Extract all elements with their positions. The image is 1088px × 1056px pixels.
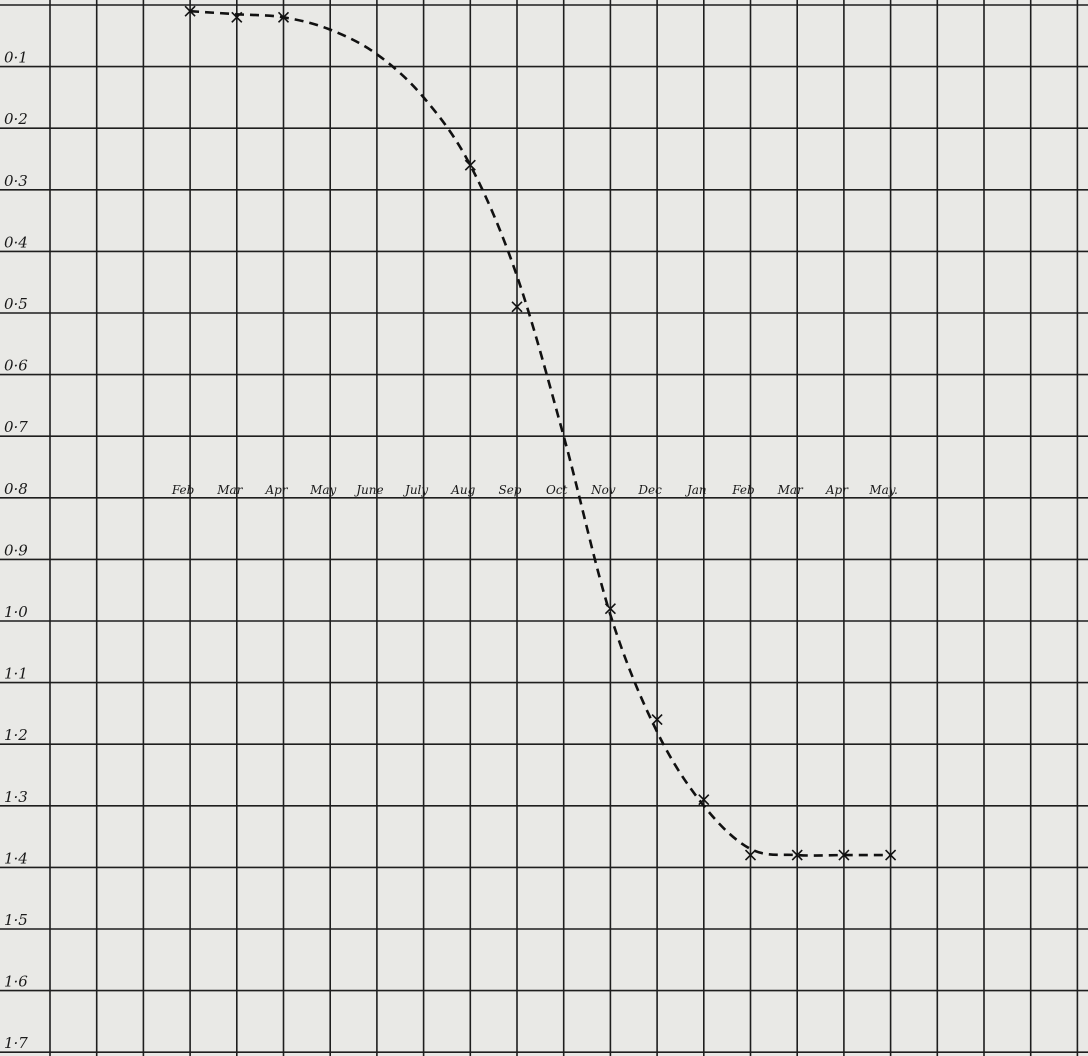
data-point-stroke — [464, 159, 476, 171]
data-point — [744, 849, 757, 861]
y-tick-label: 1·0 — [4, 603, 28, 621]
data-point-stroke — [184, 5, 196, 17]
data-point — [277, 11, 290, 23]
data-markers — [184, 5, 897, 861]
data-point — [838, 849, 850, 861]
data-point — [184, 5, 196, 17]
y-tick-label: 1·5 — [4, 911, 28, 929]
data-point-stroke — [791, 849, 803, 861]
y-tick-label: 0·4 — [4, 233, 28, 251]
x-tick-label: Apr — [264, 483, 288, 497]
y-tick-label: 1·7 — [4, 1034, 28, 1052]
y-tick-label: 0·8 — [4, 480, 28, 498]
data-point — [651, 713, 663, 726]
x-tick-label: Jan — [684, 483, 707, 497]
data-point-stroke — [651, 713, 663, 726]
y-tick-label: 0·6 — [4, 357, 28, 375]
data-point-stroke — [885, 849, 897, 861]
x-tick-label: Nov — [590, 483, 616, 497]
data-point-stroke — [838, 849, 850, 861]
y-tick-label: 1·2 — [4, 726, 28, 744]
data-point-stroke — [511, 301, 523, 313]
data-point-stroke — [698, 794, 710, 806]
data-point — [511, 301, 523, 313]
x-tick-label: May — [309, 483, 336, 497]
y-tick-label: 0·3 — [4, 172, 28, 190]
y-tick-label: 0·5 — [4, 295, 28, 313]
data-point — [231, 11, 243, 23]
x-tick-label: Mar — [777, 483, 804, 497]
data-point — [885, 849, 897, 861]
data-point-stroke — [604, 603, 616, 615]
data-curve — [190, 9, 891, 857]
x-tick-label: June — [353, 483, 383, 497]
x-tick-label: Feb — [731, 483, 754, 497]
y-tick-labels: 0·1 0·2 0·3 0·4 0·5 0·6 0·7 0·8 0·9 1·0 1·1 1·2 1·3 1… — [4, 49, 28, 1053]
x-tick-label: Feb — [171, 483, 194, 497]
data-point-stroke — [744, 849, 757, 861]
y-tick-label: 1·4 — [4, 849, 28, 867]
data-point — [464, 159, 476, 171]
y-tick-label: 0·2 — [4, 110, 28, 128]
x-tick-label: Mar — [216, 483, 243, 497]
x-tick-labels: Feb Mar Apr May June July Aug Sep Oct Nov Dec Jan Fe… — [171, 483, 898, 497]
y-tick-label: 0·9 — [4, 541, 28, 559]
data-point-stroke — [231, 11, 243, 23]
series-dashed-line — [190, 9, 891, 857]
x-tick-label: Dec — [637, 483, 662, 497]
x-tick-label: July — [402, 483, 428, 497]
x-tick-label: Apr — [825, 483, 849, 497]
data-point-stroke — [277, 11, 290, 23]
y-tick-label: 1·3 — [4, 788, 28, 806]
y-tick-label: 0·7 — [4, 418, 28, 436]
data-point — [791, 849, 803, 861]
data-point — [698, 794, 710, 806]
data-point — [604, 603, 616, 615]
x-tick-label: Sep — [498, 483, 521, 497]
y-tick-label: 1·6 — [4, 973, 28, 991]
y-tick-label: 1·1 — [4, 665, 28, 683]
y-tick-label: 0·1 — [4, 49, 28, 67]
x-tick-label: Oct — [546, 483, 568, 497]
x-tick-label: Aug — [450, 483, 475, 497]
x-tick-label: May. — [868, 483, 897, 497]
